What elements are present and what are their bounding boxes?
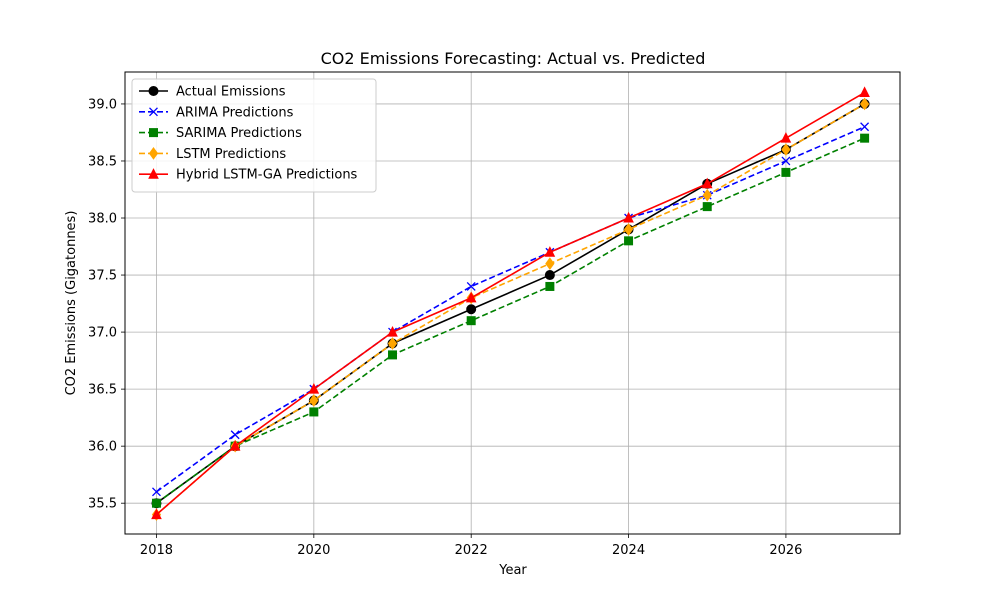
data-point <box>623 211 634 223</box>
y-tick-label: 36.5 <box>88 383 117 398</box>
data-point <box>781 156 791 166</box>
y-tick-label: 38.5 <box>88 154 117 169</box>
legend-marker <box>148 147 159 160</box>
data-point <box>545 281 555 291</box>
data-point <box>545 257 555 270</box>
legend-label: Hybrid LSTM-GA Predictions <box>176 168 358 183</box>
data-point <box>151 508 162 520</box>
data-point <box>387 337 398 350</box>
legend-item: Hybrid LSTM-GA Predictions <box>139 168 358 183</box>
data-point <box>544 246 556 257</box>
legend-item: ARIMA Predictions <box>139 105 294 120</box>
legend-marker <box>149 128 158 138</box>
data-point <box>780 132 792 143</box>
x-tick-label: 2026 <box>769 543 802 558</box>
y-tick-label: 38.0 <box>88 212 117 227</box>
series-line <box>155 91 865 516</box>
legend-item: Actual Emissions <box>139 85 286 100</box>
y-tick-label: 35.5 <box>88 497 117 512</box>
data-point <box>309 407 319 417</box>
x-tick-label: 2024 <box>612 543 645 558</box>
data-point <box>624 236 634 246</box>
data-point <box>860 133 870 143</box>
axis-ticks: 2018 2020 2022 2024 2026 35.5 36.0 36.5 37.0 37.5… <box>88 97 802 558</box>
data-point <box>388 350 398 360</box>
y-tick-label: 36.0 <box>88 440 117 455</box>
data-point <box>702 202 712 212</box>
data-point <box>309 394 319 407</box>
data-point <box>308 383 320 394</box>
series-line <box>156 137 865 504</box>
data-point <box>466 304 477 315</box>
legend-label: ARIMA Predictions <box>176 105 294 120</box>
data-point <box>229 440 241 451</box>
y-tick-label: 39.0 <box>88 97 117 112</box>
legend-item: LSTM Predictions <box>139 147 286 162</box>
y-tick-label: 37.0 <box>88 326 117 341</box>
data-point <box>860 122 870 132</box>
data-point <box>544 270 555 281</box>
chart-title: CO2 Emissions Forecasting: Actual vs. Pr… <box>321 49 706 68</box>
legend-label: Actual Emissions <box>176 85 286 100</box>
data-point <box>466 316 476 326</box>
x-tick-label: 2020 <box>297 543 330 558</box>
data-point <box>230 430 240 440</box>
legend-marker <box>149 107 158 117</box>
plot-area-frame <box>124 71 901 535</box>
data-point <box>466 281 476 291</box>
series-line <box>156 126 865 493</box>
data-point <box>702 188 712 202</box>
data-point <box>465 291 477 303</box>
x-tick-label: 2018 <box>140 543 173 558</box>
data-point <box>151 498 161 508</box>
legend-item: SARIMA Predictions <box>139 126 302 141</box>
x-axis-label: Year <box>498 563 527 578</box>
legend-marker <box>148 168 159 179</box>
legend-marker <box>148 86 159 96</box>
data-point <box>859 97 870 111</box>
series-line <box>155 103 865 516</box>
y-axis-label: CO2 Emissions (Gigatonnes) <box>64 211 79 396</box>
legend: Actual Emissions ARIMA Predictions SARIMA … <box>131 78 377 193</box>
data-point <box>623 223 634 236</box>
legend-label: SARIMA Predictions <box>176 126 302 141</box>
y-tick-label: 37.5 <box>88 269 117 284</box>
x-tick-label: 2022 <box>455 543 488 558</box>
legend-label: LSTM Predictions <box>176 147 286 162</box>
data-point <box>781 143 791 156</box>
data-point <box>781 167 791 177</box>
series-hybrid-lstm-ga-predictions <box>151 86 870 520</box>
data-point <box>859 86 870 98</box>
series-layer <box>151 86 870 521</box>
legend-box <box>131 78 377 193</box>
data-point <box>152 487 161 497</box>
data-point <box>701 177 713 189</box>
data-point <box>387 325 398 337</box>
